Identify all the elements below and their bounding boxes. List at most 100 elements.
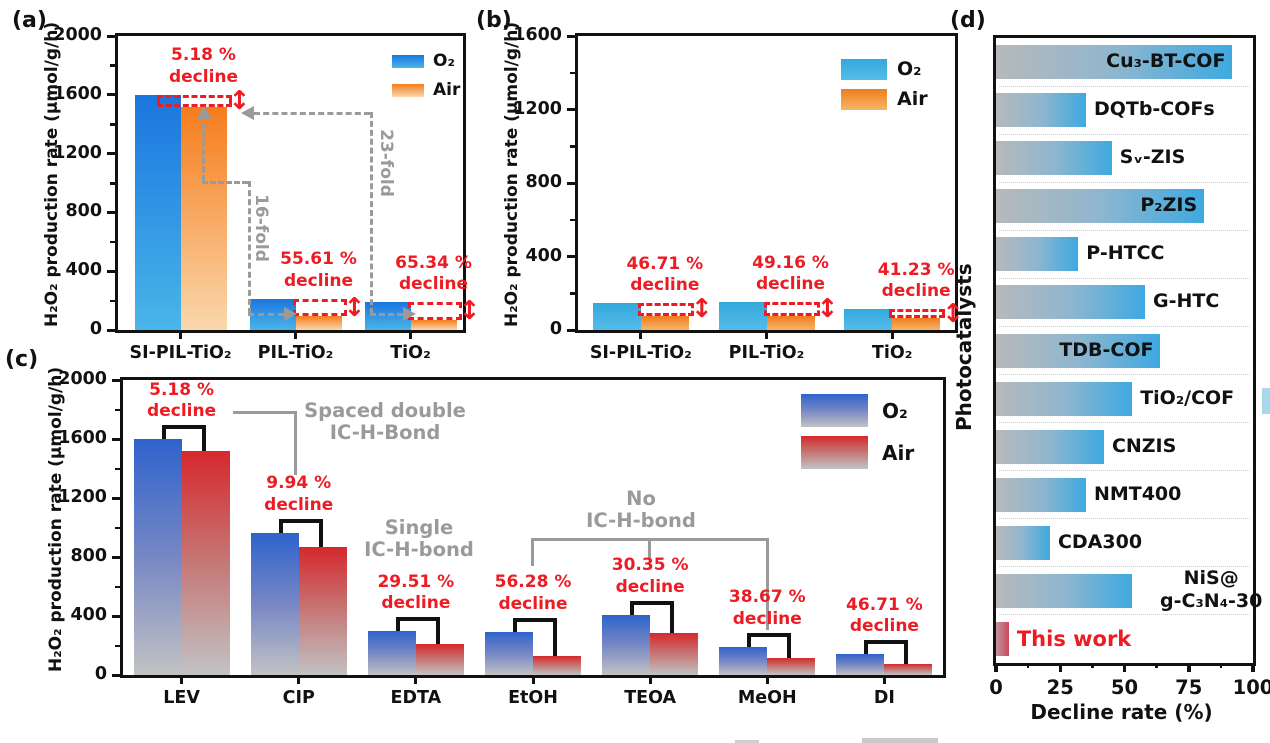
legend-label-o2: O₂ [882,398,908,423]
row-separator [999,85,1250,87]
x-tick-minor [1091,663,1094,668]
fold-label: 16-fold [251,194,271,262]
x-tick-major [409,330,412,339]
hbar [996,477,1086,512]
panel-label-b: (b) [476,8,512,33]
decline-bracket-left [864,640,869,655]
y-tick-minor [115,526,120,529]
y-tick-major [112,555,120,559]
y-tick-minor [570,218,575,222]
plot-area-d: Cu₃-BT-COF DQTb-COFs Sᵥ-ZIS P₂ZIS P-HTCC G-HT… [989,35,1270,699]
decline-bracket-top [864,640,909,645]
plot-area-c: O₂ Air 0 400 800 1200 1600 2000 LEV 5.18 % decl… [58,369,946,708]
x-tick-major [890,330,894,339]
x-tick-label: 0 [989,676,1003,699]
legend-label-o2: O₂ [897,58,922,80]
hbar-label: DQTb-COFs [1093,98,1215,121]
bar-o2 [367,631,416,675]
row-separator [999,325,1250,327]
y-tick-minor [115,644,120,647]
legend-c: O₂ Air [801,394,914,478]
bar-o2 [133,439,182,675]
bar-air [533,656,581,675]
decline-label: 65.34 % decline [395,252,472,294]
bar-air [650,633,699,675]
fold-dash-line [254,112,370,115]
x-tick-minor [1026,663,1030,668]
legend-swatch-o2 [801,394,868,427]
bond-bracket-prong [765,538,769,630]
y-tick-label: 1200 [513,98,562,119]
row-separator [999,422,1250,424]
category-label: EDTA [390,688,442,708]
bar-air [415,644,464,675]
legend-label-air: Air [882,440,915,465]
hbar-label: NMT400 [1093,482,1182,505]
y-tick-label: 800 [70,546,107,566]
y-tick-major [112,614,120,618]
category-label: DI [873,688,895,708]
legend-entry-air: Air [392,80,460,100]
hbar-label: P₂ZIS [1140,194,1198,217]
decline-arrow-icon: ↕ [690,294,713,325]
x-tick-major [179,330,182,339]
x-tick-major [180,675,184,684]
hbar [996,525,1050,560]
decline-bracket-right [904,640,909,664]
legend-swatch-air [392,83,424,97]
decline-dashed-rect [292,298,347,317]
y-tick-major [567,34,575,38]
x-axis-label-d: Decline rate (%) [1030,700,1213,724]
decline-label: 38.67 % decline [728,587,806,629]
legend-label-air: Air [433,80,461,100]
hbar [996,429,1104,464]
category-label: SI-PIL-TiO₂ [129,343,232,363]
decline-arrow-icon: ↕ [942,298,964,329]
decline-dashed-rect [763,302,820,317]
panel-label-a: (a) [12,8,47,33]
bar-air [181,451,230,675]
bond-label-single: Single IC-H-bond [364,516,474,562]
y-tick-major [112,496,120,500]
legend-b: O₂ Air [841,58,928,118]
decline-bracket-left [161,425,166,439]
y-tick-minor [570,71,575,75]
y-tick-major [567,181,575,185]
panel-a: (a) H₂O₂ production rate (μmol/g/h) O₂ A… [0,0,480,372]
y-tick-minor [110,240,115,244]
panel-c: (c) H₂O₂ production rate (μmol/g/h) O₂ A… [0,345,960,743]
bar-o2 [250,532,299,675]
bond-bracket-prong [648,538,652,558]
y-tick-label: 400 [70,605,107,625]
cropped-artifact-3 [1262,388,1270,414]
x-tick-major [294,330,297,339]
decline-bracket-left [747,632,752,647]
hbar [996,333,1161,368]
y-tick-major [107,210,115,214]
hbar-label: CDA300 [1057,530,1143,553]
legend-entry-air: Air [841,88,928,110]
legend-swatch-o2 [392,54,424,68]
bond-label-spaced-double: Spaced double IC-H-Bond [304,399,466,445]
x-tick-major [765,330,768,339]
x-tick-major [1251,663,1255,672]
y-tick-label: 1200 [53,142,102,163]
fold-dash-line [248,181,251,314]
y-tick-minor [570,145,575,148]
x-tick-major [531,675,535,684]
bar-o2 [719,646,768,675]
fold-label: 23-fold [376,129,396,197]
bar-air [767,657,816,675]
decline-dashed-rect [889,309,946,318]
decline-bracket-right [787,632,792,658]
decline-label: 30.35 % decline [611,555,689,597]
y-axis-label-c: H₂O₂ production rate (μmol/g/h) [46,366,66,672]
y-tick-label: 400 [525,245,562,266]
row-separator [999,181,1250,183]
hbar-label: TDB-COF [1059,338,1154,361]
decline-bracket-right [553,617,557,657]
decline-bracket-left [513,617,517,632]
y-tick-label: 0 [94,664,107,684]
hbar-label: Cu₃-BT-COF [1106,50,1226,73]
